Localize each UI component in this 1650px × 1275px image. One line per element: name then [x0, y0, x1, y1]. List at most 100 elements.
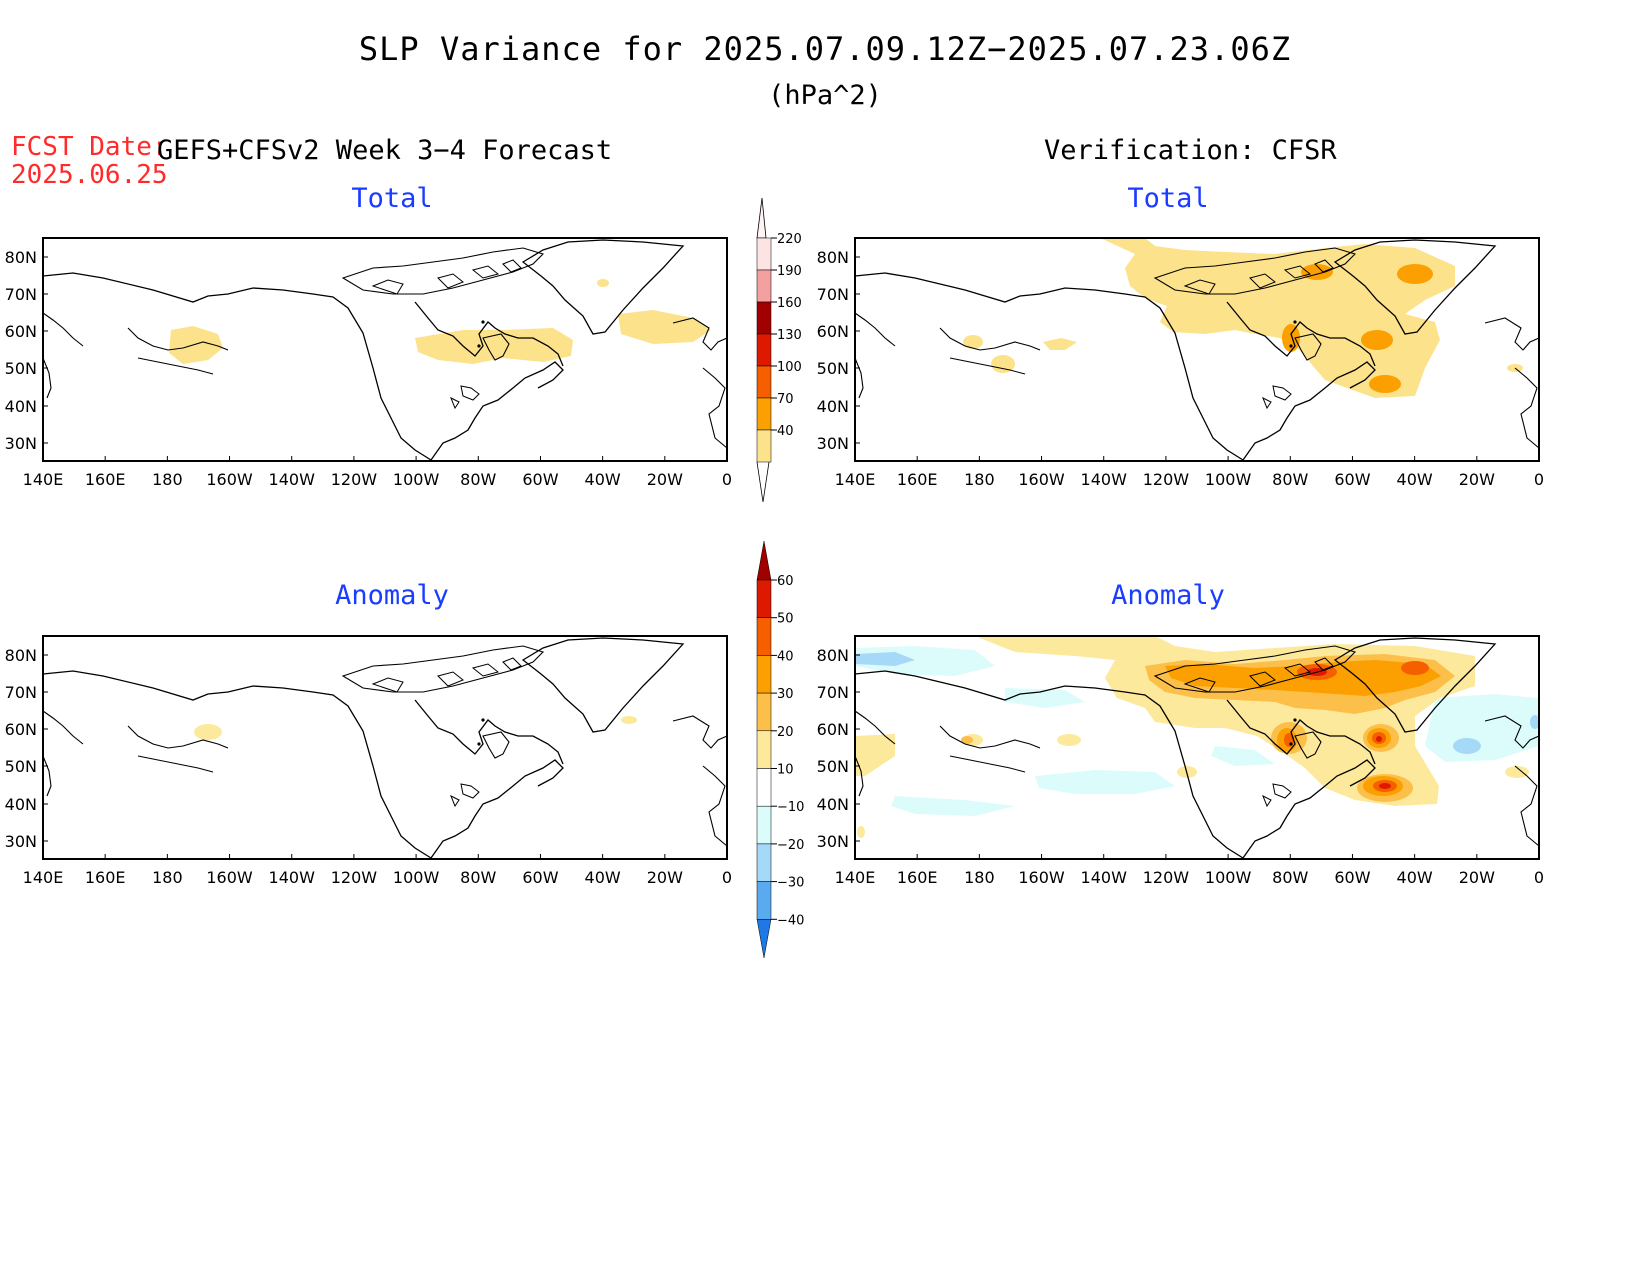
colorbar-total-swatch	[756, 397, 772, 431]
colorbar-anomaly-label: 50	[777, 612, 794, 627]
lon-tick-label: 160E	[897, 470, 938, 489]
lon-tick-label: 0	[1534, 868, 1544, 887]
lat-tick-label: 30N	[817, 832, 849, 851]
lon-tick-label: 80W	[1272, 470, 1308, 489]
lon-tick-label: 120W	[331, 868, 378, 887]
lon-tick-label: 160W	[206, 868, 253, 887]
colorbar-total-swatch	[756, 365, 772, 399]
lat-tick-label: 40N	[817, 795, 849, 814]
lon-tick-label: 80W	[1272, 868, 1308, 887]
lat-tick-label: 50N	[817, 359, 849, 378]
panel-title-forecast-anomaly: Anomaly	[335, 580, 449, 611]
panel-title-verification-total: Total	[1127, 183, 1209, 214]
lon-tick-label: 160E	[897, 868, 938, 887]
map-forecast-total	[42, 237, 728, 462]
lat-tick-label: 40N	[5, 795, 37, 814]
colorbar-total-label: 160	[777, 296, 802, 311]
colorbar-total-swatch	[756, 301, 772, 335]
colorbar-anomaly-swatch	[756, 692, 772, 732]
lon-tick-label: 180	[964, 868, 995, 887]
lon-tick-label: 140E	[23, 868, 64, 887]
fcst-date-label: FCST Date:	[11, 132, 168, 162]
lat-tick-label: 60N	[5, 322, 37, 341]
lat-tick-label: 70N	[5, 683, 37, 702]
lon-tick-label: 120W	[1143, 868, 1190, 887]
lat-tick-label: 50N	[5, 359, 37, 378]
colorbar-anomaly-swatch	[756, 655, 772, 694]
lon-tick-label: 20W	[1459, 868, 1495, 887]
lat-tick-label: 60N	[5, 720, 37, 739]
colorbar-anomaly: 60 50 40 30 20 10 −10 −20 −30 −40	[756, 540, 804, 959]
panel-title-forecast-total: Total	[351, 183, 433, 214]
figure-units: (hPa^2)	[768, 80, 882, 111]
colorbar-anomaly-label: 40	[777, 649, 794, 664]
lon-tick-label: 80W	[460, 868, 496, 887]
colorbar-anomaly-label: 10	[777, 763, 794, 778]
lon-tick-label: 100W	[393, 868, 440, 887]
colorbar-anomaly-label: 60	[777, 574, 794, 589]
colorbar-anomaly-label: −10	[777, 800, 804, 815]
lon-tick-label: 140E	[835, 470, 876, 489]
lon-tick-label: 100W	[393, 470, 440, 489]
lon-tick-label: 20W	[647, 470, 683, 489]
lon-tick-label: 40W	[585, 470, 621, 489]
lat-tick-label: 80N	[5, 248, 37, 267]
lon-tick-label: 80W	[460, 470, 496, 489]
colorbar-anomaly-max-triangle	[756, 540, 772, 581]
lon-tick-label: 40W	[1397, 470, 1433, 489]
colorbar-anomaly-swatch	[756, 843, 772, 882]
map-verification-total	[854, 237, 1540, 462]
colorbar-anomaly-label: 30	[777, 687, 794, 702]
lat-tick-label: 70N	[817, 683, 849, 702]
colorbar-anomaly-swatch	[756, 730, 772, 769]
lon-tick-label: 20W	[1459, 470, 1495, 489]
colorbar-total-label: 220	[777, 232, 802, 247]
lon-tick-label: 140W	[1081, 470, 1128, 489]
lon-tick-label: 0	[722, 868, 732, 887]
lat-tick-label: 80N	[817, 646, 849, 665]
colorbar-total-label: 70	[777, 392, 794, 407]
lon-tick-label: 180	[152, 868, 183, 887]
lon-tick-label: 160W	[206, 470, 253, 489]
map-verification-anomaly	[854, 635, 1540, 860]
colorbar-total-label: 130	[777, 328, 802, 343]
lon-tick-label: 60W	[1334, 868, 1370, 887]
fcst-date-value: 2025.06.25	[11, 160, 168, 190]
lon-tick-label: 100W	[1205, 868, 1252, 887]
lat-tick-label: 50N	[5, 757, 37, 776]
lon-tick-label: 140E	[23, 470, 64, 489]
figure-title: SLP Variance for 2025.07.09.12Z−2025.07.…	[358, 30, 1292, 68]
lon-tick-label: 160W	[1018, 868, 1065, 887]
lat-tick-label: 70N	[817, 285, 849, 304]
colorbar-anomaly-swatch	[756, 579, 772, 618]
lon-tick-label: 100W	[1205, 470, 1252, 489]
lon-tick-label: 60W	[522, 470, 558, 489]
panel-title-verification-anomaly: Anomaly	[1111, 580, 1225, 611]
colorbar-anomaly-swatch	[756, 617, 772, 656]
colorbar-anomaly-swatch	[756, 805, 772, 845]
lat-tick-label: 40N	[817, 397, 849, 416]
colorbar-total-swatch	[756, 333, 772, 367]
lon-tick-label: 180	[152, 470, 183, 489]
lat-tick-label: 70N	[5, 285, 37, 304]
forecast-header: GEFS+CFSv2 Week 3−4 Forecast	[157, 135, 613, 166]
lon-tick-label: 160E	[85, 470, 126, 489]
colorbar-total-label: 100	[777, 360, 802, 375]
lon-tick-label: 20W	[647, 868, 683, 887]
colorbar-total: 220 190 160 130 100 70 40	[756, 197, 802, 503]
colorbar-anomaly-label: −40	[777, 913, 804, 928]
colorbar-anomaly-min-triangle	[756, 919, 772, 959]
colorbar-total-swatch	[756, 237, 772, 271]
lon-tick-label: 140W	[1081, 868, 1128, 887]
colorbar-total-label: 40	[777, 424, 794, 439]
lon-tick-label: 40W	[585, 868, 621, 887]
lat-tick-label: 50N	[817, 757, 849, 776]
colorbar-anomaly-label: 20	[777, 725, 794, 740]
lat-tick-label: 30N	[817, 434, 849, 453]
lat-tick-label: 60N	[817, 322, 849, 341]
lon-tick-label: 120W	[1143, 470, 1190, 489]
lon-tick-label: 160E	[85, 868, 126, 887]
lon-tick-label: 140E	[835, 868, 876, 887]
lon-tick-label: 60W	[522, 868, 558, 887]
